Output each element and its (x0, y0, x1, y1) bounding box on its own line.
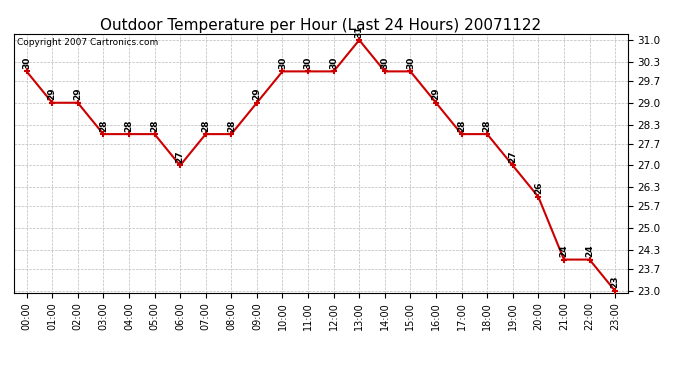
Text: 24: 24 (585, 244, 594, 257)
Text: 29: 29 (48, 88, 57, 100)
Text: Copyright 2007 Cartronics.com: Copyright 2007 Cartronics.com (17, 38, 158, 46)
Text: 28: 28 (201, 119, 210, 132)
Text: 31: 31 (355, 25, 364, 38)
Text: 28: 28 (457, 119, 466, 132)
Text: 30: 30 (278, 57, 287, 69)
Title: Outdoor Temperature per Hour (Last 24 Hours) 20071122: Outdoor Temperature per Hour (Last 24 Ho… (100, 18, 542, 33)
Text: 30: 30 (406, 57, 415, 69)
Text: 27: 27 (509, 150, 518, 163)
Text: 28: 28 (99, 119, 108, 132)
Text: 30: 30 (329, 57, 338, 69)
Text: 24: 24 (560, 244, 569, 257)
Text: 30: 30 (304, 57, 313, 69)
Text: 29: 29 (431, 88, 440, 100)
Text: 28: 28 (150, 119, 159, 132)
Text: 27: 27 (176, 150, 185, 163)
Text: 23: 23 (611, 276, 620, 288)
Text: 28: 28 (227, 119, 236, 132)
Text: 30: 30 (380, 57, 389, 69)
Text: 26: 26 (534, 182, 543, 194)
Text: 29: 29 (73, 88, 82, 100)
Text: 28: 28 (124, 119, 133, 132)
Text: 29: 29 (253, 88, 262, 100)
Text: 30: 30 (22, 57, 31, 69)
Text: 28: 28 (483, 119, 492, 132)
